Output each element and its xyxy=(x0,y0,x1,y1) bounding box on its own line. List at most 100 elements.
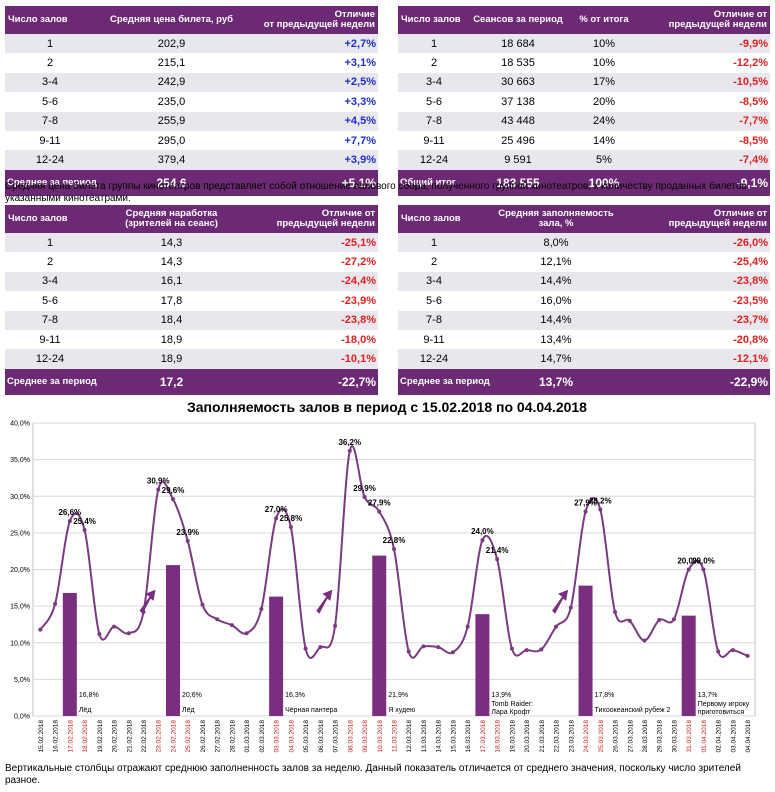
table-row: 2 18 535 10% -12,2% xyxy=(398,53,770,73)
viewers-cell: 17,8 xyxy=(95,291,248,311)
data-point xyxy=(274,516,279,521)
point-value-label: 27,9% xyxy=(368,499,391,508)
pct-cell: 10% xyxy=(566,53,642,73)
weekly-bar xyxy=(165,565,180,716)
y-tick-label: 10,0% xyxy=(10,640,30,647)
viewers-cell: 14,3 xyxy=(95,233,248,253)
sessions-cell: 18 684 xyxy=(470,34,566,54)
halls-cell: 3-4 xyxy=(398,271,470,292)
x-date-label: 18.02.2018 xyxy=(82,720,89,753)
pct-cell: 24% xyxy=(566,111,642,131)
table-row: 3-4 30 663 17% -10,5% xyxy=(398,72,770,93)
data-point xyxy=(657,618,662,623)
data-point xyxy=(598,507,603,512)
table-row: 2 12,1% -25,4% xyxy=(398,252,770,272)
diff-cell: -27,2% xyxy=(248,252,378,272)
total-row: Общий итог 183 555 100% -9,1% xyxy=(398,169,770,196)
point-value-label: 29,6% xyxy=(162,486,185,495)
point-value-label: 29,9% xyxy=(353,484,376,493)
diff-cell: +2,5% xyxy=(248,72,378,93)
data-point xyxy=(185,538,190,543)
x-date-label: 24.02.2018 xyxy=(170,720,177,753)
total-diff-cell: -22,9% xyxy=(642,368,770,395)
point-value-label: 23,9% xyxy=(176,528,199,537)
table-row: 9-11 295,0 +7,7% xyxy=(5,130,378,151)
table-row: 12-24 379,4 +3,9% xyxy=(5,150,378,170)
occupancy-cell: 8,0% xyxy=(470,233,642,253)
bar-film-label: Тихоокеанский рубеж 2 xyxy=(595,706,671,714)
y-tick-label: 0,0% xyxy=(14,714,30,721)
x-date-label: 05.03.2018 xyxy=(303,720,310,753)
diff-cell: +2,7% xyxy=(248,34,378,54)
data-point xyxy=(613,609,618,614)
total-pct-cell: 100% xyxy=(566,169,642,196)
data-point xyxy=(347,448,352,453)
halls-cell: 5-6 xyxy=(398,92,470,112)
halls-cell: 9-11 xyxy=(5,329,95,350)
data-point xyxy=(686,567,691,572)
diff-cell: -24,4% xyxy=(248,271,378,292)
x-date-label: 19.03.2018 xyxy=(509,720,516,753)
halls-cell: 3-4 xyxy=(398,72,470,93)
price-cell: 242,9 xyxy=(95,72,248,93)
avg-attendance-table: Число залов Средняя наработка (зрителей … xyxy=(5,205,378,395)
diff-cell: -25,1% xyxy=(248,233,378,253)
x-date-label: 20.03.2018 xyxy=(524,720,531,753)
halls-cell: 2 xyxy=(398,53,470,73)
header-diff: Отличие от предыдущей недели xyxy=(248,205,378,233)
halls-cell: 1 xyxy=(5,34,95,54)
x-date-label: 03.03.2018 xyxy=(274,720,281,753)
occupancy-cell: 14,4% xyxy=(470,310,642,330)
weekly-bar xyxy=(62,592,77,716)
data-point xyxy=(406,649,411,654)
total-row: Среднее за период 13,7% -22,9% xyxy=(398,368,770,395)
y-tick-label: 35,0% xyxy=(10,457,30,464)
x-date-label: 08.03.2018 xyxy=(347,720,354,753)
data-point xyxy=(82,527,87,532)
data-point xyxy=(392,546,396,551)
data-point xyxy=(480,538,485,543)
diff-cell: -10,1% xyxy=(248,349,378,369)
total-sessions-cell: 183 555 xyxy=(470,169,566,196)
viewers-cell: 16,1 xyxy=(95,271,248,292)
diff-cell: +3,3% xyxy=(248,92,378,112)
table-row: 3-4 16,1 -24,4% xyxy=(5,271,378,292)
point-value-label: 26,6% xyxy=(58,508,81,517)
halls-cell: 12-24 xyxy=(398,349,470,369)
header-avg-price: Средняя цена билета, руб xyxy=(95,6,248,34)
table-row: 9-11 18,9 -18,0% xyxy=(5,329,378,350)
diff-cell: -8,5% xyxy=(642,130,770,151)
halls-cell: 7-8 xyxy=(398,310,470,330)
sessions-cell: 37 138 xyxy=(470,92,566,112)
header-halls: Число залов xyxy=(398,205,470,233)
bar-value-label: 16,8% xyxy=(79,692,99,699)
sessions-cell: 30 663 xyxy=(470,72,566,93)
diff-cell: -10,5% xyxy=(642,72,770,93)
diff-cell: -23,5% xyxy=(642,291,770,311)
y-tick-label: 20,0% xyxy=(10,567,30,574)
halls-cell: 2 xyxy=(398,252,470,272)
viewers-cell: 18,9 xyxy=(95,329,248,350)
bar-film-label: Первому игроку xyxy=(698,701,750,708)
x-date-label: 24.03.2018 xyxy=(583,720,590,753)
table-row: 5-6 37 138 20% -8,5% xyxy=(398,92,770,112)
table-row: 12-24 14,7% -12,1% xyxy=(398,349,770,369)
header-diff: Отличие от предыдущей недели xyxy=(642,6,770,34)
bar-film-label: Лёд xyxy=(182,707,195,714)
x-date-label: 26.02.2018 xyxy=(200,720,207,753)
diff-cell: -9,9% xyxy=(642,34,770,54)
viewers-cell: 18,9 xyxy=(95,349,248,369)
total-halls-cell: Общий итог xyxy=(398,169,470,196)
viewers-cell: 14,3 xyxy=(95,252,248,272)
table-row: 5-6 235,0 +3,3% xyxy=(5,92,378,112)
halls-cell: 12-24 xyxy=(5,150,95,170)
diff-cell: +3,1% xyxy=(248,53,378,73)
halls-cell: 2 xyxy=(5,252,95,272)
table-row: 12-24 9 591 5% -7,4% xyxy=(398,150,770,170)
data-point xyxy=(112,624,117,629)
total-viewers-cell: 17,2 xyxy=(95,368,248,395)
point-value-label: 25,4% xyxy=(73,517,96,526)
halls-cell: 5-6 xyxy=(398,291,470,311)
price-cell: 295,0 xyxy=(95,130,248,151)
x-date-label: 09.03.2018 xyxy=(362,720,369,753)
